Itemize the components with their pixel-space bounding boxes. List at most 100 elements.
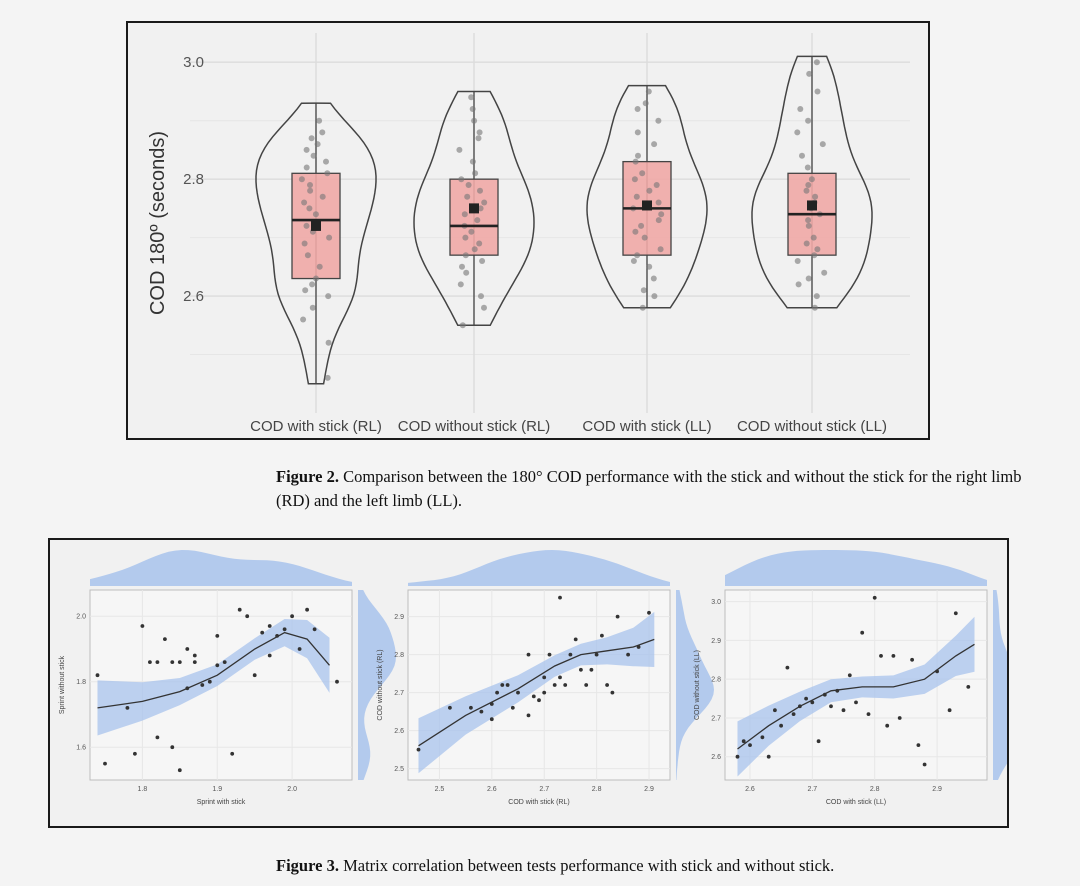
jitter-point (326, 234, 333, 241)
scatter-point (766, 754, 771, 759)
jitter-point (478, 293, 484, 300)
jitter-point (308, 135, 315, 142)
jitter-point (477, 205, 484, 212)
scatter-point (469, 705, 473, 710)
scatter-point (170, 745, 175, 750)
scatter-point (610, 690, 615, 695)
jitter-point (803, 240, 810, 247)
jitter-point (634, 106, 641, 112)
scatter-point (531, 694, 536, 699)
scatter-point (200, 683, 205, 687)
figure-2-caption-label: Figure 2. (276, 467, 339, 486)
scatter-point (222, 660, 227, 664)
scatter-point (267, 653, 272, 658)
x-axis-label: COD with stick (RL) (508, 799, 569, 806)
scatter-point (185, 686, 190, 691)
scatter-point (489, 702, 494, 706)
scatter-point (947, 708, 952, 713)
right-marginal-density (676, 590, 714, 780)
jitter-point (468, 94, 475, 101)
jitter-point (309, 281, 316, 288)
scatter-point (526, 652, 531, 657)
figure-3-frame: 1.8 1.9 2.0 1.6 1.8 2.0 Sprint with stick Sprin… (48, 538, 1031, 828)
scatter-point (872, 595, 877, 600)
jitter-point (640, 287, 647, 294)
scatter-point (879, 654, 883, 658)
y-tick-label: 2.6 (183, 288, 204, 305)
jitter-point (632, 228, 639, 235)
jitter-point (631, 176, 638, 183)
scatter-point (748, 743, 752, 747)
scatter-point (155, 660, 160, 664)
scatter-point (647, 610, 651, 615)
jitter-point (312, 211, 319, 218)
jitter-point (651, 141, 658, 148)
scatter-point (810, 700, 815, 705)
scatter-point (537, 698, 541, 703)
x-axis-label: Sprint with stick (197, 799, 246, 806)
correlation-matrix: 1.8 1.9 2.0 1.6 1.8 2.0 Sprint with stick Sprin… (59, 550, 1031, 806)
jitter-point (319, 129, 326, 136)
jitter-point (639, 170, 646, 177)
jitter-point (325, 293, 332, 300)
confidence-band (737, 616, 975, 777)
y-tick-label: 2.5 (394, 766, 404, 773)
scatter-point (835, 688, 840, 693)
x-tick-label: 2.9 (932, 786, 942, 793)
scatter-point (155, 735, 160, 740)
scatter-point (290, 614, 294, 619)
x-tick-label: 2.9 (644, 786, 654, 793)
scatter-point (891, 654, 896, 658)
scatter-point (841, 708, 846, 713)
y-tick-label: 2.8 (394, 652, 404, 659)
jitter-point (646, 187, 653, 194)
violin-outline (255, 102, 377, 385)
violin-box-chart: COD 180º (seconds) 2.6 2.8 3.0 COD with stic… (147, 33, 910, 435)
box (449, 178, 499, 256)
scatter-point (177, 660, 182, 664)
jitter-point (462, 252, 469, 259)
jitter-point (309, 304, 316, 311)
jitter-point (306, 205, 313, 212)
jitter-point (805, 117, 812, 124)
jitter-point (634, 129, 641, 136)
jitter-point (457, 281, 464, 288)
jitter-point (475, 135, 482, 142)
scatter-point (798, 704, 802, 709)
x-tick-label: 1.8 (138, 786, 148, 793)
jitter-point (635, 152, 641, 159)
x-axis-label: COD with stick (LL) (826, 799, 886, 806)
scatter-point (773, 708, 777, 713)
scatter-point (547, 652, 552, 657)
violin-outline (751, 55, 873, 309)
jitter-point (472, 170, 479, 177)
scatter-point (335, 679, 339, 684)
scatter-point (245, 614, 250, 619)
right-marginal-density (993, 590, 1031, 780)
jitter-point (655, 217, 662, 224)
scatter-point (230, 751, 235, 756)
jitter-point (797, 106, 804, 112)
jitter-point (319, 193, 326, 200)
jitter-point (794, 258, 801, 264)
x-tick-label: COD with stick (LL) (582, 418, 711, 435)
jitter-point (639, 304, 646, 311)
jitter-point (808, 176, 815, 183)
scatter-point (636, 645, 641, 649)
scatter-point (885, 723, 890, 728)
y-tick-label: 2.9 (711, 638, 721, 645)
y-tick-label: 2.6 (394, 728, 404, 735)
scatter-point (500, 683, 505, 687)
jitter-point (658, 211, 665, 218)
scatter-point (897, 716, 902, 720)
scatter-point (215, 634, 220, 638)
scatter-point (95, 673, 100, 678)
x-tick-label: COD with stick (RL) (250, 418, 382, 435)
jitter-point (307, 187, 314, 194)
jitter-point (477, 187, 483, 194)
y-tick-label: 2.8 (183, 171, 204, 188)
jitter-point (641, 234, 648, 241)
jitter-point (655, 117, 662, 124)
scatter-point (133, 751, 137, 756)
scatter-point (140, 624, 145, 628)
